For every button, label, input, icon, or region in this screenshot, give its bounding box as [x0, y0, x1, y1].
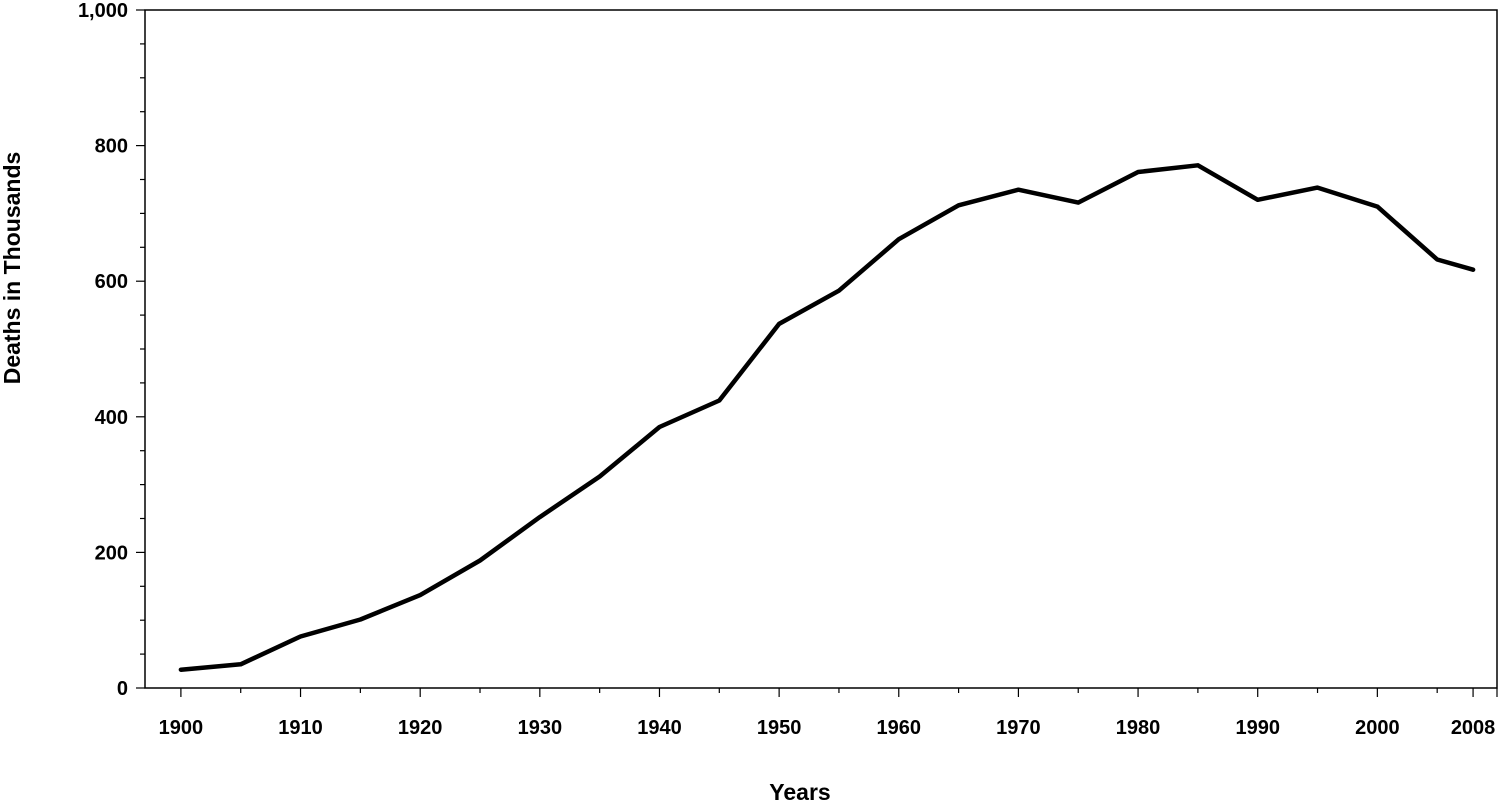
x-tick-label: 1940 — [637, 717, 682, 739]
x-tick-label: 1920 — [398, 717, 443, 739]
x-tick-label: 1910 — [278, 717, 323, 739]
y-tick-label: 0 — [117, 678, 128, 700]
series-line — [178, 163, 1476, 672]
x-tick-label: 1930 — [518, 717, 563, 739]
x-tick-label: 1990 — [1235, 717, 1280, 739]
x-axis-ticks: 1900 1910 1920 1930 1940 1950 1960 1970 1980 1990… — [159, 688, 1498, 739]
y-axis-ticks: 0 200 400 600 800 1,000 — [78, 0, 145, 700]
x-tick-label: 1950 — [757, 717, 802, 739]
y-tick-label: 400 — [95, 407, 128, 429]
x-axis-title: Years — [769, 779, 830, 803]
x-tick-label: 2008 — [1451, 717, 1496, 739]
y-axis-title: Deaths in Thousands — [0, 152, 25, 385]
y-tick-label: 1,000 — [78, 0, 128, 22]
x-tick-label: 1980 — [1116, 717, 1161, 739]
y-tick-label: 600 — [95, 271, 128, 293]
y-tick-label: 200 — [95, 542, 128, 564]
data-series — [178, 163, 1476, 672]
plot-frame — [144, 9, 1498, 689]
y-tick-label: 800 — [95, 136, 128, 158]
x-tick-label: 1970 — [996, 717, 1041, 739]
plot-area-border — [144, 9, 1498, 689]
x-tick-label: 1960 — [877, 717, 922, 739]
x-tick-label: 1900 — [159, 717, 204, 739]
x-tick-label: 2000 — [1355, 717, 1400, 739]
